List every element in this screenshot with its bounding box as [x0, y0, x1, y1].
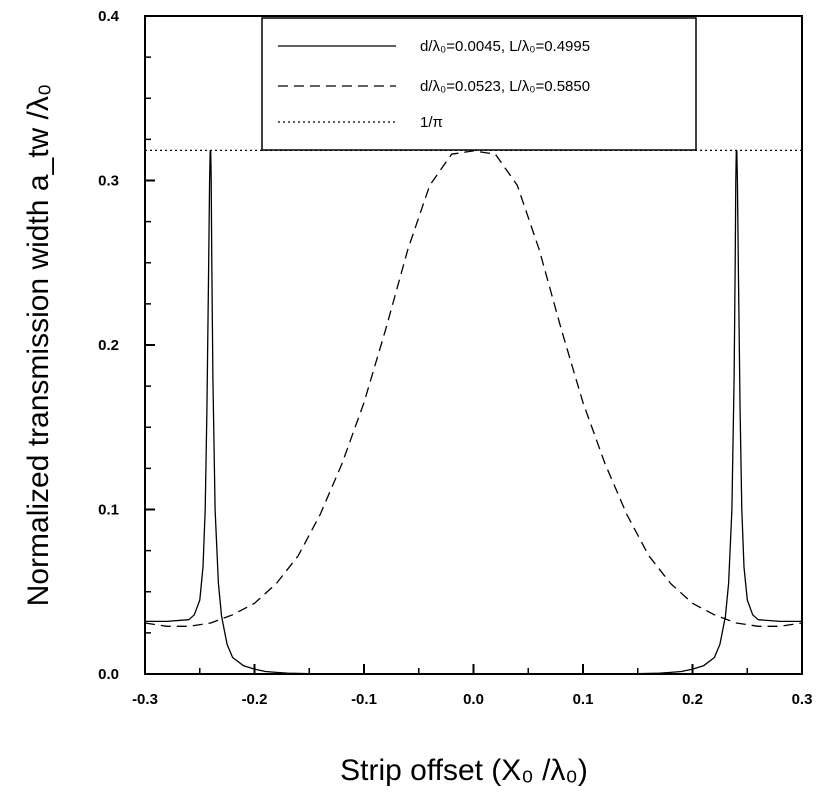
- y-tick-label: 0.4: [98, 8, 120, 25]
- legend-label-series-1: d/λ₀=0.0045, L/λ₀=0.4995: [420, 38, 590, 55]
- axis-ticks: [144, 15, 803, 675]
- y-tick-label: 0.2: [98, 337, 119, 354]
- x-tick-label: -0.1: [351, 691, 377, 708]
- legend-label-series-3: 1/π: [420, 114, 443, 131]
- legend-box: [261, 17, 697, 151]
- y-tick-label: 0.1: [98, 502, 119, 519]
- x-axis-title: Strip offset (X₀ /λ₀): [340, 754, 588, 787]
- series-line-solid: [145, 150, 802, 675]
- y-tick-labels: 0.0 0.1 0.2 0.3 0.4: [98, 8, 120, 683]
- x-tick-label: -0.2: [242, 691, 268, 708]
- legend: d/λ₀=0.0045, L/λ₀=0.4995 d/λ₀=0.0523, L/…: [261, 17, 697, 151]
- series-line-dashed: [144, 150, 803, 627]
- x-tick-labels: -0.3 -0.2 -0.1 0.0 0.1 0.2 0.3: [132, 691, 812, 708]
- legend-label-series-2: d/λ₀=0.0523, L/λ₀=0.5850: [420, 78, 590, 95]
- series-layer: [144, 149, 803, 675]
- y-axis-title: Normalized transmission width a_tw /λ₀: [22, 84, 55, 607]
- x-tick-label: 0.3: [792, 691, 813, 708]
- y-tick-label: 0.0: [98, 666, 119, 683]
- x-tick-label: 0.2: [682, 691, 703, 708]
- x-tick-label: 0.1: [573, 691, 594, 708]
- y-tick-label: 0.3: [98, 173, 119, 190]
- x-tick-label: -0.3: [132, 691, 158, 708]
- x-tick-label: 0.0: [463, 691, 484, 708]
